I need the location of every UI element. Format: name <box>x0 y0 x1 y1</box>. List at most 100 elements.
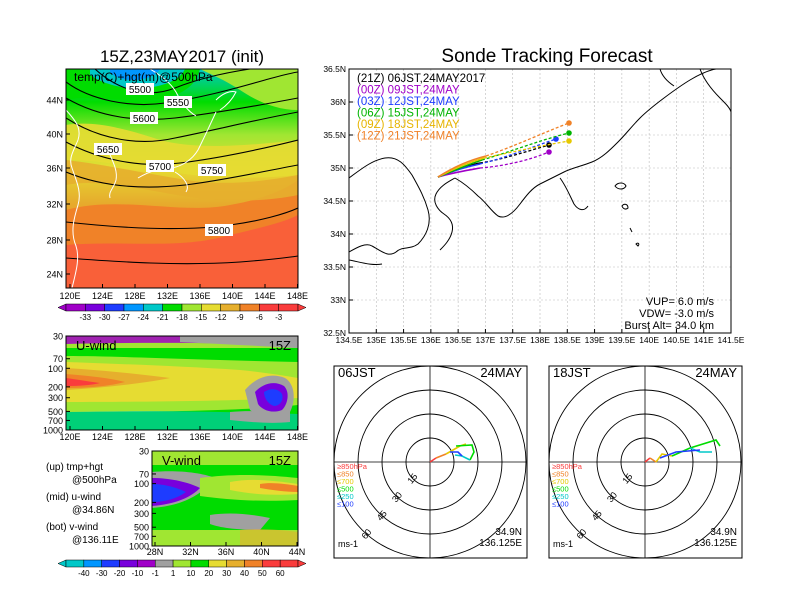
pressure-level-label: ≤100 <box>337 500 354 509</box>
hodograph-trace <box>649 457 657 463</box>
colorbar-cell <box>123 303 144 312</box>
lon-tick-label: 120E <box>59 432 80 442</box>
lon-tick-label: 128E <box>124 432 145 442</box>
lat-tick-label: 36N <box>46 164 63 174</box>
temperature-shading: 5500 5550 5600 5650 5700 5750 5800 temp(… <box>66 69 298 288</box>
ring-label: 45 <box>590 508 604 522</box>
lon-tick-label: 148E <box>287 291 308 301</box>
colorbar-tick-label: 1 <box>171 569 176 578</box>
pressure-tick-label: 200 <box>134 498 149 508</box>
run-label: (03Z) 12JST,24MAY <box>357 96 460 108</box>
hodograph-rings <box>549 366 742 558</box>
v-wind-time: 15Z <box>269 453 291 468</box>
pressure-level-label: ≤500 <box>337 485 354 494</box>
lon-tick-label: 139.5E <box>608 335 635 345</box>
map-field-label: temp(C)+hgt(m)@500hPa <box>74 70 213 84</box>
lat-tick-label: 40N <box>253 547 270 557</box>
lon-tick-label: 140E <box>222 432 243 442</box>
colorbar-tick-label: -33 <box>80 313 92 322</box>
run-label: (00Z) 09JST,24MAY <box>357 85 460 97</box>
pressure-tick-label: 500 <box>134 523 149 533</box>
colorbar-tick-label: -30 <box>96 569 108 578</box>
contour-label-5550: 5550 <box>167 98 190 109</box>
coastline <box>349 69 731 265</box>
ring-label: 15 <box>620 472 634 486</box>
pressure-tick-label: 30 <box>53 332 63 342</box>
lon-tick-label: 132E <box>157 432 178 442</box>
lat-tick-label: 33N <box>330 295 346 305</box>
wind-colorbar: -40 -30 -20 -10 -1 1 10 20 30 40 50 60 <box>57 559 307 578</box>
landing-point <box>566 130 572 136</box>
contour-label-5500: 5500 <box>129 85 152 96</box>
pressure-tick-label: 300 <box>134 509 149 519</box>
lon-tick-label: 148E <box>287 432 308 442</box>
lon-tick-label: 136E <box>189 291 210 301</box>
map-500hpa-panel: 15Z,23MAY2017 (init) <box>46 47 308 322</box>
hodograph-time: 18JST <box>553 365 591 380</box>
run-label: (12Z) 21JST,24MAY <box>357 131 460 143</box>
colorbar-cell <box>279 559 299 568</box>
lon-tick-label: 120E <box>59 291 80 301</box>
lat-tick-label: 35N <box>330 163 346 173</box>
lon-tick-label: 134.5E <box>336 335 363 345</box>
lat-tick-label: 24N <box>46 270 63 280</box>
pressure-level-label: ≤100 <box>552 500 569 509</box>
lon-tick-label: 135.5E <box>390 335 417 345</box>
pressure-tick-label: 300 <box>48 393 63 403</box>
colorbar-cell <box>259 303 279 312</box>
colorbar-cell <box>278 303 299 312</box>
colorbar-tick-label: 50 <box>258 569 267 578</box>
hodograph-trace <box>689 447 712 453</box>
colorbar-tick-label: -1 <box>152 569 160 578</box>
track-axis-ticks: 134.5E 135E 135.5E 136E 136.5E 137E 137.5E 138E… <box>323 64 744 345</box>
pressure-level-label: ≤250 <box>552 492 569 501</box>
colorbar-tick-label: -18 <box>176 313 188 322</box>
colorbar-cell <box>65 559 85 568</box>
ring-label: 60 <box>574 527 588 541</box>
colorbar-cell <box>172 559 192 568</box>
landing-point <box>566 120 572 126</box>
panel-legend: (up) tmp+hgt @500hPa (mid) u-wind @34.86… <box>46 462 119 546</box>
run-label: (09Z) 18JST,24MAY <box>357 119 460 131</box>
v-wind-shading <box>152 451 298 546</box>
hodograph-trace <box>644 457 651 463</box>
pressure-tick-label: 70 <box>53 354 63 364</box>
legend-up-1: (up) tmp+hgt <box>46 462 103 473</box>
track-title: Sonde Tracking Forecast <box>441 46 653 67</box>
burst-alt-text: Burst Alt= 34.0 km <box>624 320 714 332</box>
vdw-text: VDW= -3.0 m/s <box>639 308 714 320</box>
pressure-tick-label: 100 <box>48 364 63 374</box>
hodograph-unit: ms-1 <box>553 539 573 549</box>
colorbar-tick-label: 10 <box>186 569 195 578</box>
colorbar-tick-label: 20 <box>204 569 213 578</box>
lon-tick-label: 140E <box>639 335 659 345</box>
lat-tick-label: 36N <box>218 547 235 557</box>
colorbar-cell <box>101 559 120 568</box>
legend-mid-1: (mid) u-wind <box>46 492 101 503</box>
ring-label: 30 <box>605 490 619 504</box>
landing-point <box>553 136 559 142</box>
pressure-tick-label: 500 <box>48 407 63 417</box>
lon-tick-label: 136E <box>189 432 210 442</box>
lon-tick-label: 137.5E <box>499 335 526 345</box>
colorbar-cell <box>220 303 241 312</box>
ring-label: 30 <box>390 490 404 504</box>
trajectory-descent <box>479 151 550 169</box>
lat-tick-label: 36.5N <box>323 64 346 74</box>
colorbar-tick-label: -15 <box>196 313 208 322</box>
hodograph-date: 24MAY <box>480 365 522 380</box>
colorbar-tick-label: -10 <box>132 569 144 578</box>
lat-tick-label: 35.5N <box>323 130 346 140</box>
contour-label-5800: 5800 <box>208 226 231 237</box>
legend-mid-2: @34.86N <box>72 505 114 516</box>
colorbar-cell <box>181 303 202 312</box>
legend-up-2: @500hPa <box>72 475 117 486</box>
pressure-tick-label: 1000 <box>43 426 63 436</box>
colorbar-tick-label: 60 <box>276 569 285 578</box>
lat-tick-label: 44N <box>289 547 306 557</box>
lon-tick-label: 140E <box>222 291 243 301</box>
lon-tick-label: 132E <box>157 291 178 301</box>
colorbar-cell <box>226 559 245 568</box>
ring-label: 15 <box>405 472 419 486</box>
